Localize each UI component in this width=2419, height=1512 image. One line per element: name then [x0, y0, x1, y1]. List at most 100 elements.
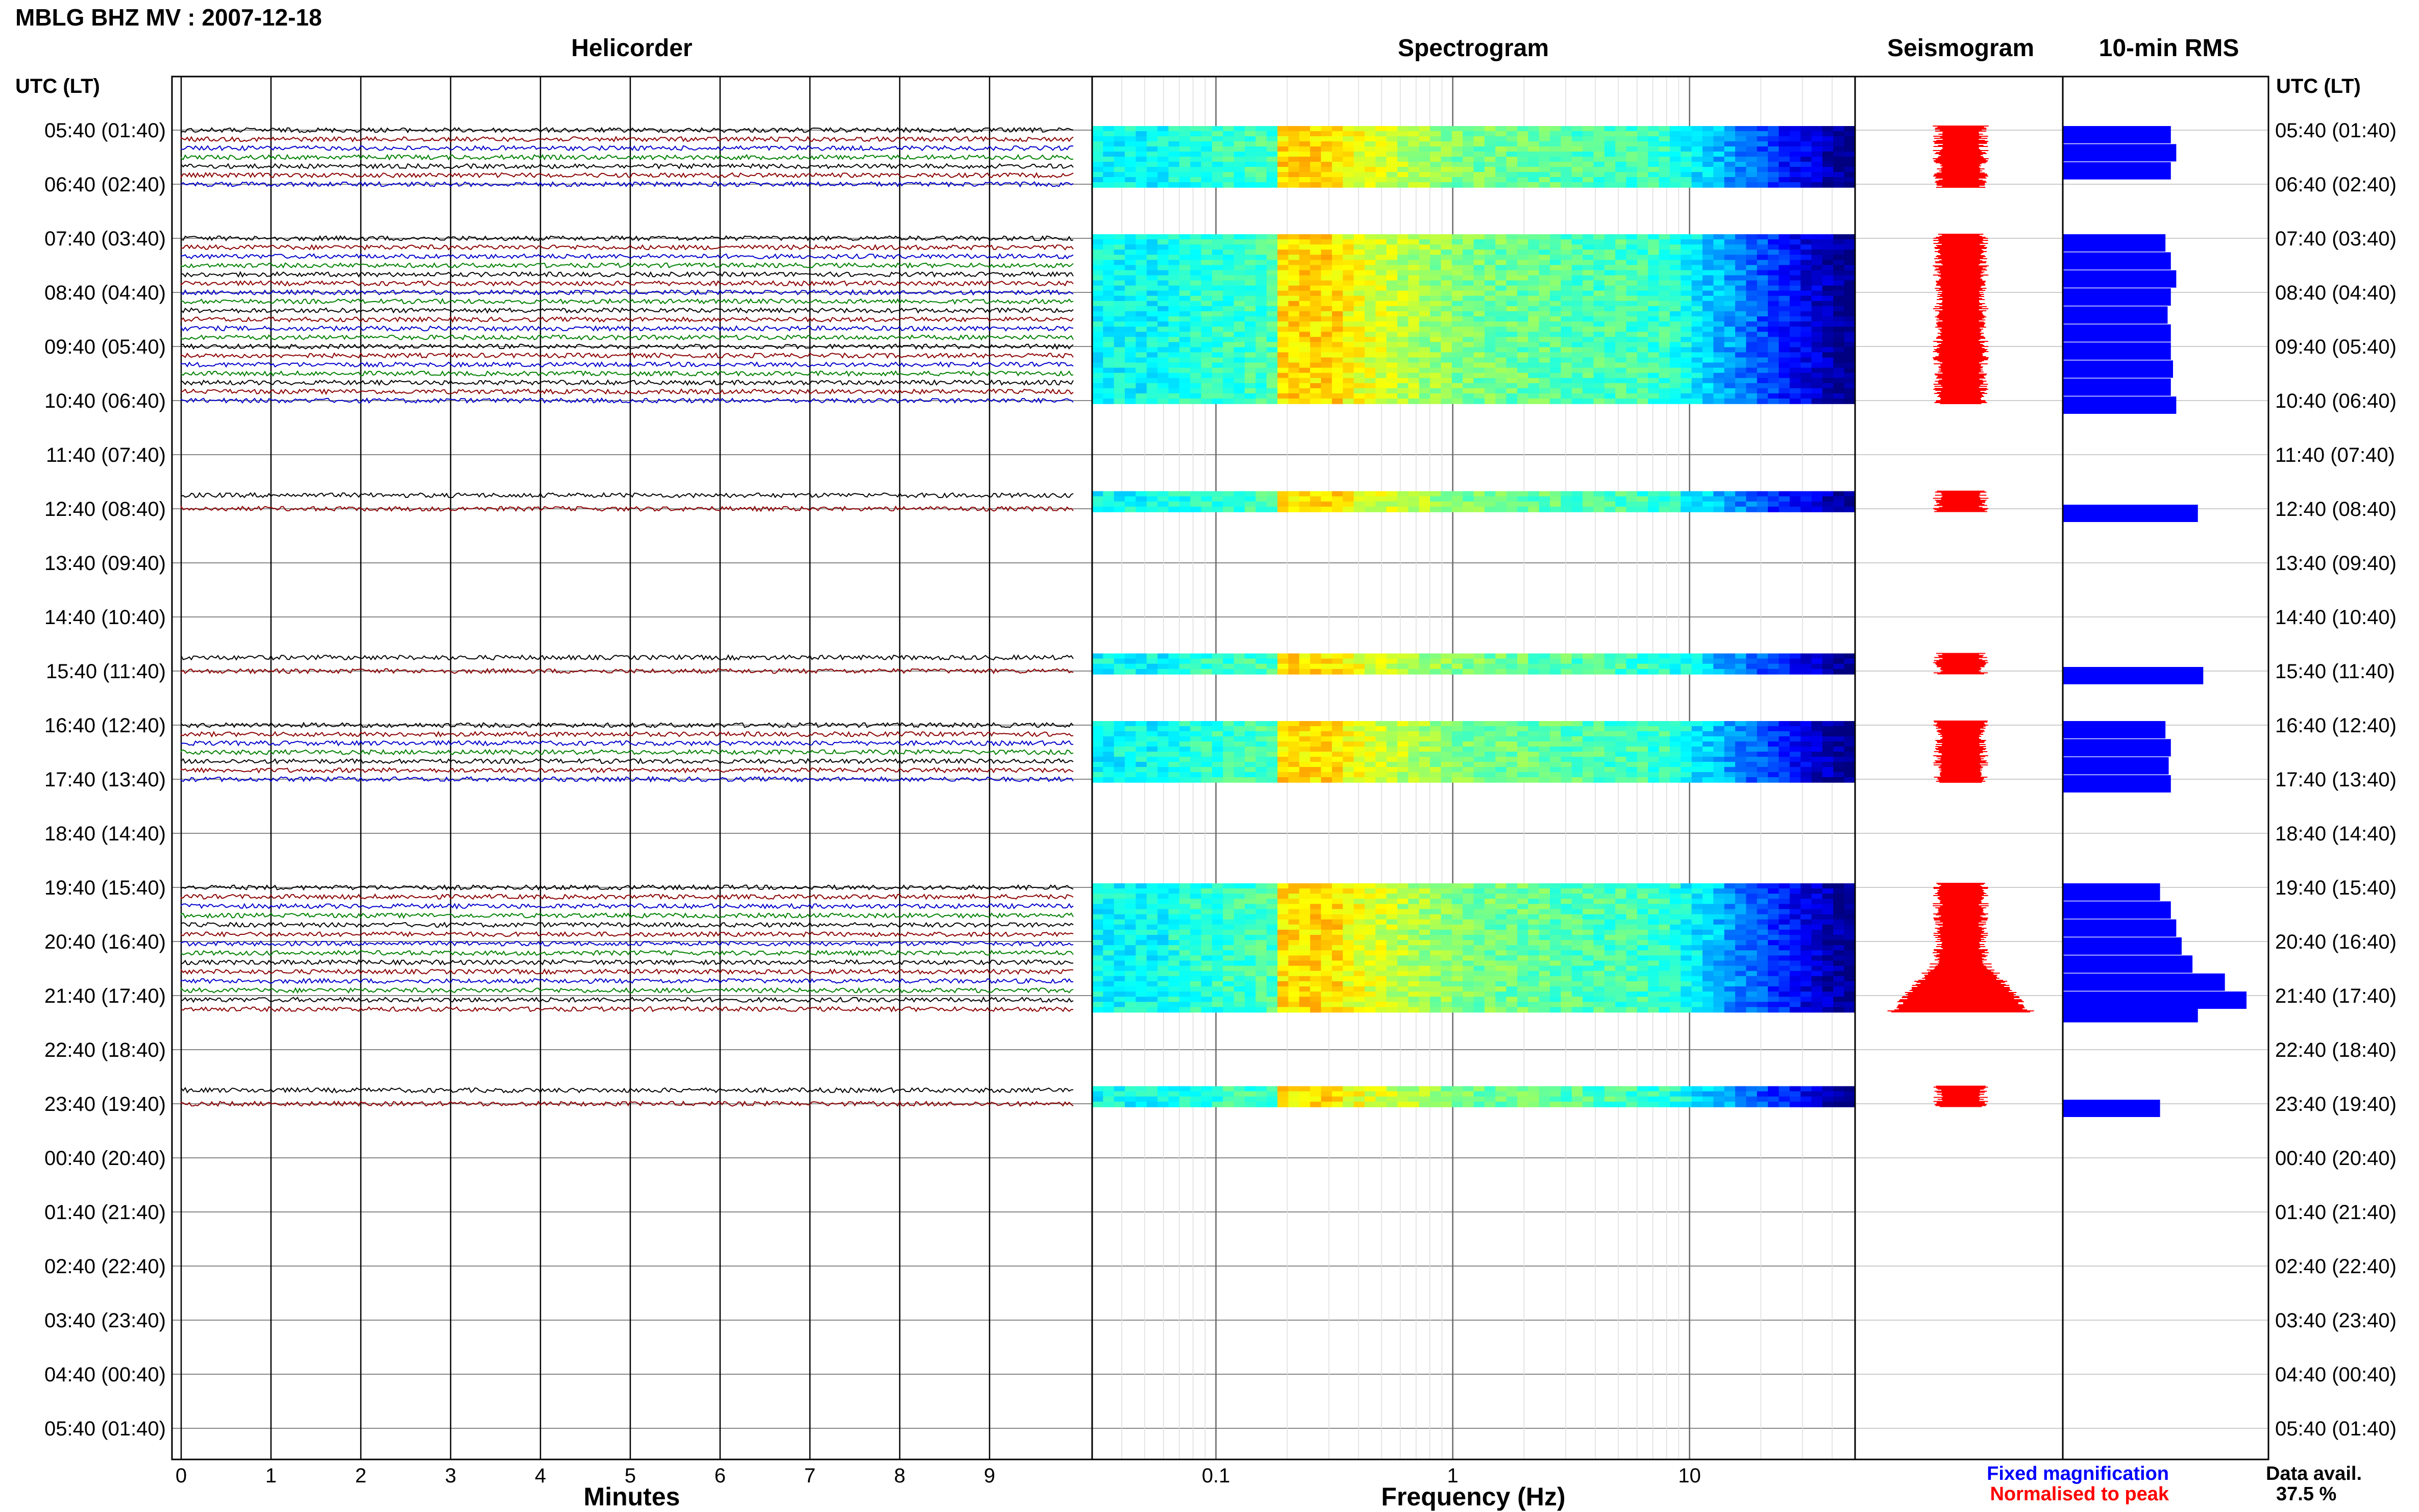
spectrogram-cell: [1844, 172, 1856, 178]
spectrogram-cell: [1168, 383, 1180, 389]
spectrogram-cell: [1637, 167, 1649, 172]
spectrogram-cell: [1179, 752, 1191, 757]
spectrogram-cell: [1233, 250, 1245, 256]
spectrogram-cell: [1669, 126, 1682, 132]
spectrogram-cell: [1353, 162, 1365, 167]
spectrogram-cell: [1811, 136, 1823, 142]
spectrogram-cell: [1201, 731, 1213, 737]
spectrogram-cell: [1473, 398, 1485, 404]
spectrogram-cell: [1299, 162, 1311, 167]
spectrogram-cell: [1146, 883, 1158, 889]
spectrogram-cell: [1212, 904, 1224, 910]
spectrogram-cell: [1659, 250, 1670, 256]
spectrogram-cell: [1430, 250, 1442, 256]
spectrogram-cell: [1245, 883, 1256, 889]
spectrogram-cell: [1441, 747, 1452, 752]
spectrogram-cell: [1571, 244, 1583, 250]
spectrogram-cell: [1114, 347, 1125, 353]
spectrogram-cell: [1146, 362, 1158, 368]
spectrogram-cell: [1789, 332, 1801, 338]
spectrogram-cell: [1789, 290, 1801, 296]
spectrogram-cell: [1593, 767, 1605, 773]
spectrogram-cell: [1353, 904, 1365, 910]
spectrogram-cell: [1757, 772, 1768, 778]
spectrogram-cell: [1125, 295, 1137, 302]
spectrogram-cell: [1223, 152, 1235, 157]
spectrogram-cell: [1833, 290, 1845, 296]
spectrogram-cell: [1386, 332, 1398, 338]
spectrogram-cell: [1266, 378, 1278, 384]
spectrogram-cell: [1822, 172, 1834, 178]
spectrogram-cell: [1343, 321, 1354, 327]
spectrogram-cell: [1310, 767, 1322, 773]
spectrogram-cell: [1310, 393, 1322, 399]
spectrogram-cell: [1681, 899, 1692, 905]
spectrogram-cell: [1364, 747, 1376, 752]
spectrogram-cell: [1757, 260, 1768, 266]
spectrogram-cell: [1724, 316, 1736, 322]
spectrogram-cell: [1299, 275, 1311, 281]
spectrogram-cell: [1157, 378, 1169, 384]
spectrogram-cell: [1223, 162, 1235, 167]
spectrogram-cell: [1233, 378, 1245, 384]
spectrogram-cell: [1146, 157, 1158, 162]
spectrogram-cell: [1484, 285, 1496, 291]
spectrogram-cell: [1212, 367, 1224, 374]
spectrogram-cell: [1550, 373, 1562, 379]
spectrogram-cell: [1419, 152, 1430, 157]
spectrogram-cell: [1528, 393, 1540, 399]
spectrogram-cell: [1702, 373, 1714, 379]
spectrogram-cell: [1266, 347, 1278, 353]
spectrogram-cell: [1419, 250, 1430, 256]
spectrogram-cell: [1451, 496, 1463, 502]
spectrogram-cell: [1724, 393, 1736, 399]
spectrogram-cell: [1724, 726, 1736, 732]
spectrogram-cell: [1593, 342, 1605, 348]
spectrogram-cell: [1746, 234, 1758, 240]
spectrogram-cell: [1506, 357, 1518, 363]
spectrogram-cell: [1136, 506, 1147, 512]
spectrogram-cell: [1321, 904, 1332, 910]
spectrogram-cell: [1561, 327, 1572, 332]
spectrogram-cell: [1441, 126, 1452, 132]
spectrogram-cell: [1288, 332, 1300, 338]
spectrogram-cell: [1473, 757, 1485, 762]
spectrogram-cell: [1157, 136, 1169, 142]
spectrogram-cell: [1550, 736, 1562, 742]
spectrogram-cell: [1746, 347, 1758, 353]
spectrogram-cell: [1473, 378, 1485, 384]
spectrogram-cell: [1233, 736, 1245, 742]
spectrogram-cell: [1779, 301, 1790, 307]
spectrogram-cell: [1561, 777, 1572, 783]
spectrogram-cell: [1484, 741, 1496, 747]
spectrogram-cell: [1561, 398, 1572, 404]
spectrogram-cell: [1583, 496, 1594, 502]
spectrogram-cell: [1713, 141, 1725, 147]
spectrogram-cell: [1255, 888, 1267, 894]
spectrogram-cell: [1615, 141, 1627, 147]
spectrogram-cell: [1364, 275, 1376, 281]
spectrogram-cell: [1637, 393, 1649, 399]
spectrogram-cell: [1626, 337, 1638, 343]
spectrogram-cell: [1299, 899, 1311, 905]
spectrogram-cell: [1506, 496, 1518, 502]
spectrogram-cell: [1179, 378, 1191, 384]
spectrogram-cell: [1353, 357, 1365, 363]
spectrogram-cell: [1539, 321, 1550, 327]
spectrogram-cell: [1441, 306, 1452, 312]
spectrogram-cell: [1811, 888, 1823, 894]
spectrogram-cell: [1637, 721, 1649, 727]
spectrogram-cell: [1702, 393, 1714, 399]
spectrogram-cell: [1517, 146, 1529, 152]
spectrogram-cell: [1266, 883, 1278, 889]
spectrogram-cell: [1583, 167, 1594, 172]
spectrogram-cell: [1833, 321, 1845, 327]
spectrogram-cell: [1484, 894, 1496, 900]
spectrogram-cell: [1353, 280, 1365, 286]
spectrogram-cell: [1746, 663, 1758, 670]
spectrogram-cell: [1146, 152, 1158, 157]
spectrogram-cell: [1157, 265, 1169, 271]
spectrogram-cell: [1146, 295, 1158, 302]
spectrogram-cell: [1779, 234, 1790, 240]
spectrogram-cell: [1441, 301, 1452, 307]
